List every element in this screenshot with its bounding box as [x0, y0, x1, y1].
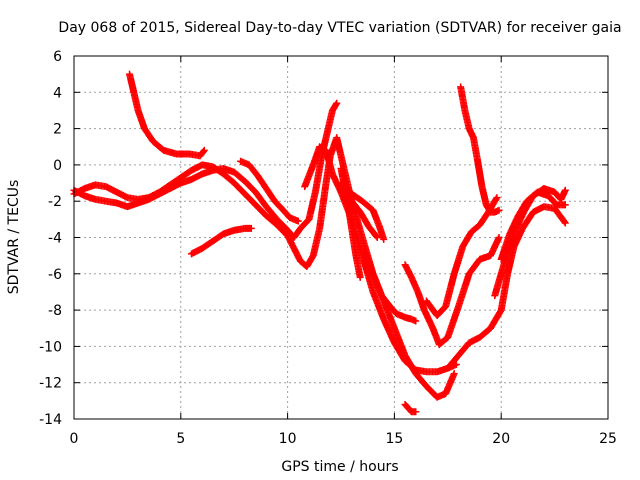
data-point: [380, 235, 388, 243]
data-point: [561, 186, 569, 194]
x-tick-label: 15: [385, 431, 403, 447]
x-axis-label: GPS time / hours: [281, 459, 398, 475]
y-tick-label: -10: [39, 339, 62, 355]
data-point: [560, 218, 568, 226]
data-point: [373, 234, 381, 241]
x-tick-label: 0: [70, 431, 79, 447]
y-tick-label: -4: [48, 231, 62, 247]
plot-border: [73, 55, 609, 420]
y-tick-label: -8: [48, 303, 62, 319]
data-series: [401, 234, 503, 349]
data-series: [337, 188, 460, 376]
data-points: [70, 70, 569, 416]
data-series: [422, 194, 501, 320]
data-point: [294, 217, 302, 225]
data-series: [337, 179, 388, 243]
x-tick-label: 25: [599, 431, 617, 447]
data-point: [493, 194, 501, 202]
data-point: [200, 146, 208, 154]
data-point: [372, 232, 380, 240]
data-point: [561, 219, 569, 227]
data-series: [497, 188, 569, 263]
data-point: [450, 370, 458, 378]
y-tick-label: 2: [53, 122, 62, 138]
x-tick-label: 5: [176, 431, 185, 447]
data-series: [444, 203, 569, 372]
data-point: [412, 408, 420, 416]
data-point: [492, 195, 500, 203]
data-series: [401, 400, 420, 416]
x-tick-label: 10: [279, 431, 297, 447]
y-tick-label: 0: [53, 158, 62, 174]
data-series: [301, 143, 381, 241]
data-point: [412, 317, 420, 325]
y-tick-label: -2: [48, 194, 62, 210]
data-series: [457, 83, 503, 216]
y-axis-label: SDTVAR / TECUs: [6, 180, 22, 295]
data-point: [356, 273, 364, 281]
data-series: [126, 70, 208, 160]
data-point: [199, 147, 207, 155]
data-series: [187, 224, 255, 258]
y-tick-label: -14: [39, 412, 62, 428]
data-point: [495, 206, 503, 214]
chart-title: Day 068 of 2015, Sidereal Day-to-day VTE…: [58, 20, 621, 36]
y-tick-label: 6: [53, 49, 62, 65]
data-series: [237, 157, 302, 225]
data-point: [495, 234, 503, 241]
y-tick-label: -12: [39, 376, 62, 392]
data-point: [247, 224, 255, 232]
data-point: [333, 99, 341, 107]
y-tick-label: 4: [53, 85, 62, 101]
y-tick-label: -6: [48, 267, 62, 283]
data-point: [561, 201, 569, 209]
x-tick-label: 20: [492, 431, 510, 447]
